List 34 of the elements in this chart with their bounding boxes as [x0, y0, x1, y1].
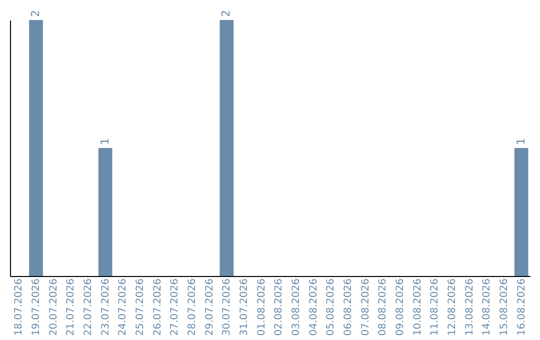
x-tick-label: 23.07.2026	[100, 278, 112, 336]
data-label: 2	[220, 10, 233, 17]
x-tick-label: 18.07.2026	[14, 278, 25, 336]
x-tick-label: 26.07.2026	[152, 278, 164, 336]
x-tick-label: 12.08.2026	[447, 278, 458, 336]
x-tick-label: 02.08.2026	[274, 278, 285, 336]
x-tick-label: 13.08.2026	[464, 278, 476, 336]
x-tick-label: 20.07.2026	[48, 278, 60, 336]
x-tick-label: 07.08.2026	[360, 278, 372, 336]
x-tick-label: 14.08.2026	[482, 278, 493, 336]
x-tick-label: 01.08.2026	[256, 278, 268, 336]
x-tick-label: 15.08.2026	[499, 278, 510, 336]
x-tick-label: 21.07.2026	[66, 278, 77, 336]
x-tick-label: 19.07.2026	[31, 278, 42, 336]
x-tick-label: 08.08.2026	[378, 278, 389, 336]
x-tick-label: 05.08.2026	[326, 278, 337, 336]
x-tick-label: 06.08.2026	[343, 278, 354, 336]
x-tick-label: 29.07.2026	[204, 278, 216, 336]
data-label: 1	[98, 138, 112, 145]
x-tick-label: 28.07.2026	[187, 278, 198, 336]
x-tick-label: 10.08.2026	[412, 278, 424, 336]
x-tick-label: 16.08.2026	[516, 278, 528, 336]
x-tick-label: 31.07.2026	[239, 278, 250, 336]
x-tick-label: 09.08.2026	[395, 278, 406, 336]
x-tick-label: 04.08.2026	[308, 278, 320, 336]
x-tick-label: 27.07.2026	[170, 278, 181, 336]
data-label: 1	[514, 138, 528, 145]
x-tick-label: 25.07.2026	[135, 278, 146, 336]
x-tick-label: 30.07.2026	[222, 278, 233, 336]
data-label: 2	[29, 10, 42, 17]
x-tick-label: 11.08.2026	[430, 278, 441, 336]
x-tick-label: 03.08.2026	[291, 278, 302, 336]
x-tick-label: 22.07.2026	[83, 278, 94, 336]
x-tick-label: 24.07.2026	[118, 278, 129, 336]
